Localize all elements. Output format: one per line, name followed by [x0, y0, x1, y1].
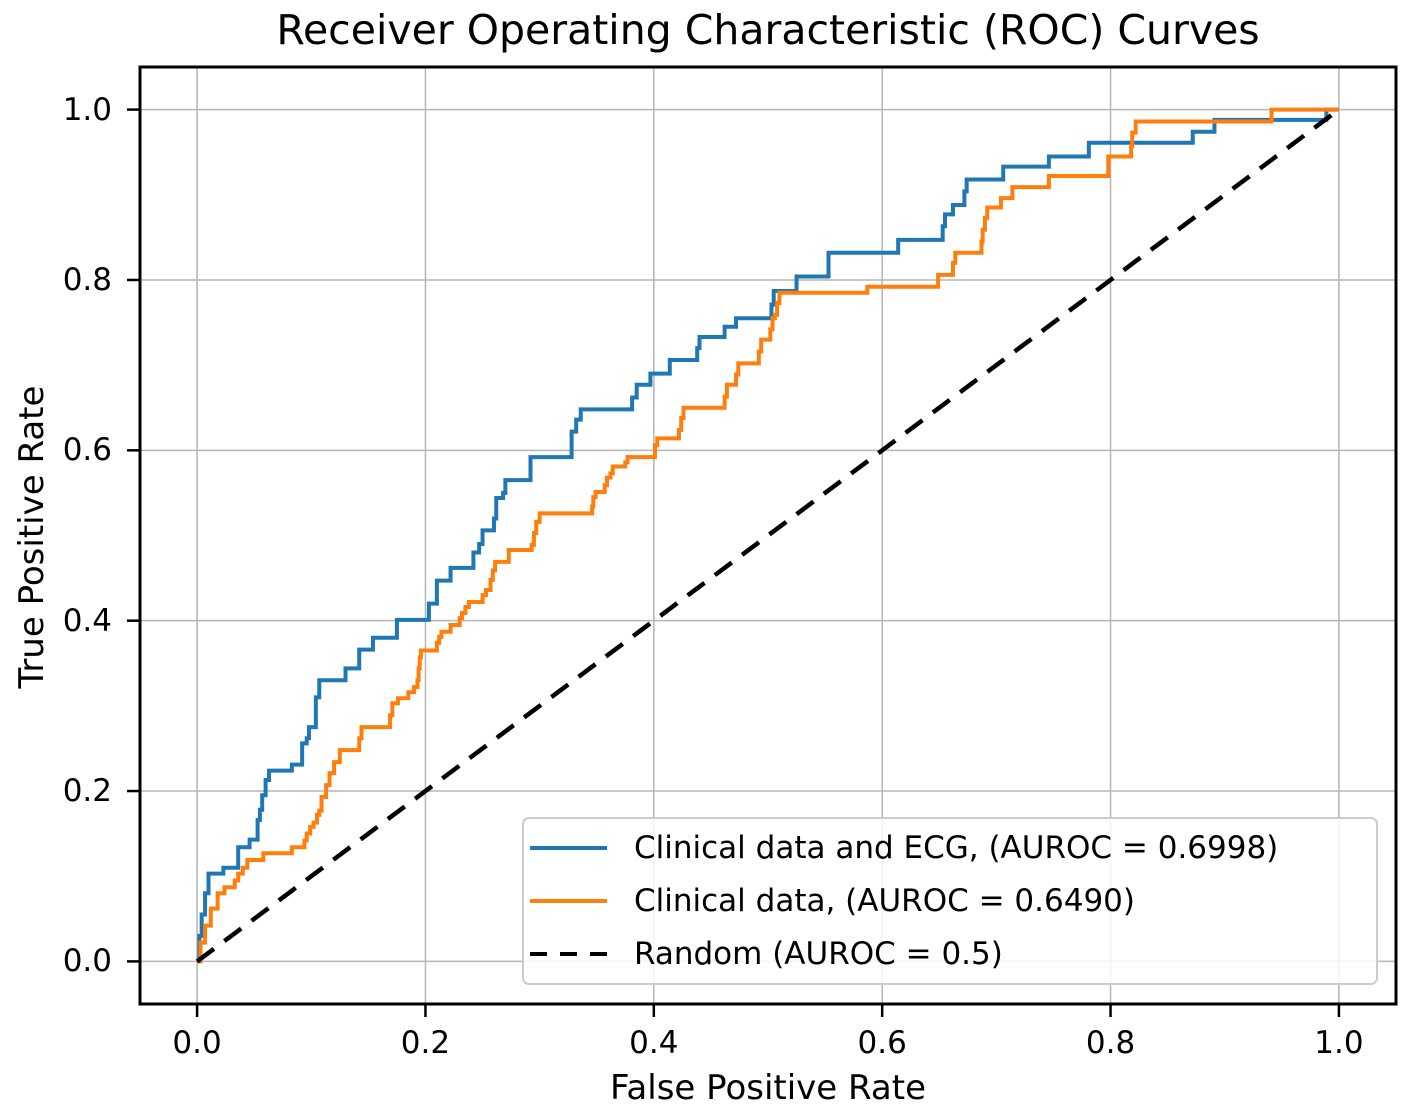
legend-label: Clinical data, (AUROC = 0.6490) [634, 882, 1135, 919]
legend-line-sample-dashed [530, 951, 607, 956]
legend-label: Random (AUROC = 0.5) [634, 935, 1003, 972]
y-tick-label: 0.0 [62, 943, 112, 980]
legend-entry: Random (AUROC = 0.5) [530, 927, 1376, 980]
x-tick-label: 0.4 [629, 1025, 679, 1061]
x-tick-label: 0.0 [172, 1025, 222, 1061]
y-tick-label: 1.0 [62, 91, 112, 128]
legend: Clinical data and ECG, (AUROC = 0.6998) … [522, 817, 1378, 985]
x-tick-label: 0.6 [857, 1025, 907, 1061]
x-tick-label: 0.8 [1085, 1025, 1136, 1061]
legend-entry: Clinical data and ECG, (AUROC = 0.6998) [530, 821, 1376, 874]
y-axis-label: True Positive Rate [12, 385, 52, 689]
x-tick-label: 1.0 [1314, 1025, 1364, 1061]
chart-title: Receiver Operating Characteristic (ROC) … [276, 6, 1260, 54]
series-line-1 [197, 107, 1339, 964]
y-tick-label: 0.2 [62, 773, 112, 810]
legend-line-sample-blue [530, 845, 607, 850]
y-tick-label: 0.6 [62, 432, 112, 469]
y-tick-label: 0.4 [62, 602, 112, 639]
legend-entry: Clinical data, (AUROC = 0.6490) [530, 874, 1376, 927]
legend-label: Clinical data and ECG, (AUROC = 0.6998) [634, 829, 1279, 866]
x-tick-label: 0.2 [400, 1025, 451, 1061]
axes-spines [138, 65, 1398, 1006]
x-axis-label: False Positive Rate [610, 1068, 926, 1108]
series-line-0 [197, 107, 1339, 964]
y-tick-label: 0.8 [62, 261, 112, 298]
legend-line-sample-orange [530, 898, 607, 903]
